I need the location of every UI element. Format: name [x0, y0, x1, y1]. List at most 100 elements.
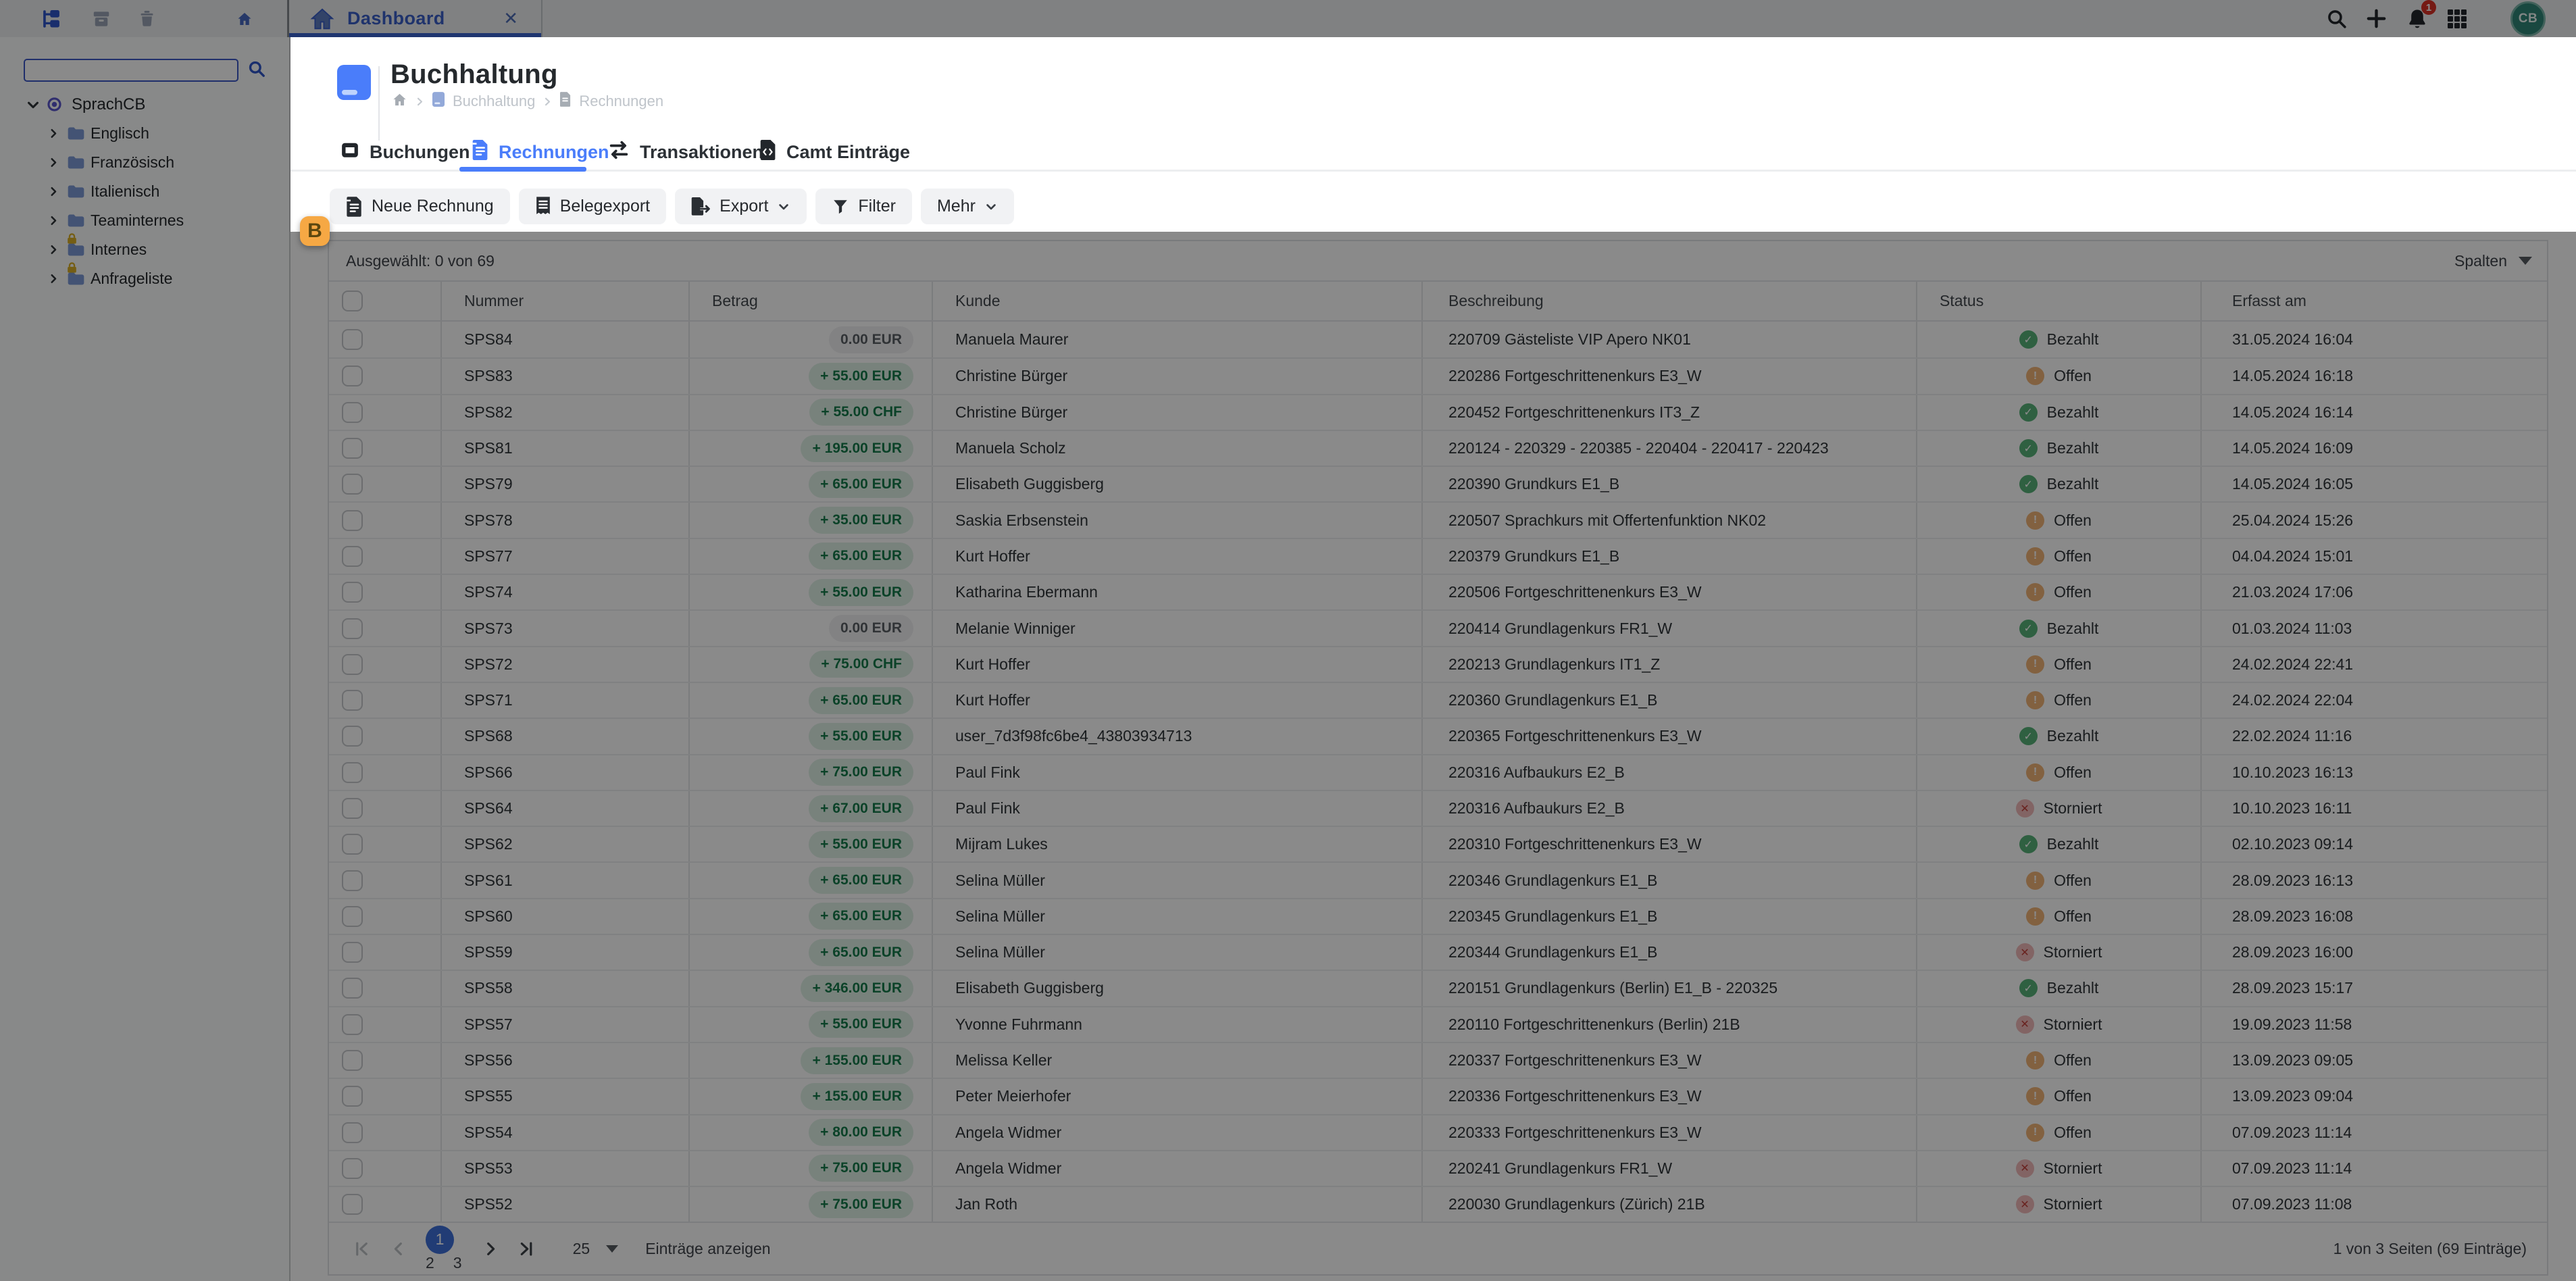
row-checkbox[interactable]: [342, 834, 363, 855]
page-button[interactable]: 3: [453, 1253, 462, 1272]
row-checkbox[interactable]: [342, 1194, 363, 1215]
annotation-pin-b[interactable]: B: [300, 216, 330, 246]
row-checkbox[interactable]: [342, 942, 363, 963]
table-row[interactable]: SPS54 + 80.00 EUR Angela Widmer 220333 F…: [329, 1113, 2547, 1150]
browser-tab-dashboard[interactable]: Dashboard ✕: [289, 0, 542, 37]
table-row[interactable]: SPS66 + 75.00 EUR Paul Fink 220316 Aufba…: [329, 753, 2547, 790]
chevron-icon[interactable]: [47, 156, 59, 169]
row-checkbox[interactable]: [342, 1157, 363, 1179]
prev-page-button[interactable]: [390, 1240, 408, 1258]
breadcrumb-item[interactable]: Buchhaltung: [453, 93, 536, 109]
new-invoice-button[interactable]: Neue Rechnung: [330, 189, 510, 224]
export-button[interactable]: Export: [675, 189, 807, 224]
column-header[interactable]: Kunde: [932, 282, 1421, 320]
sidebar-item-italienisch[interactable]: Italienisch: [0, 177, 289, 206]
table-row[interactable]: SPS59 + 65.00 EUR Selina Müller 220344 G…: [329, 934, 2547, 970]
apps-grid-icon[interactable]: [2442, 0, 2472, 37]
search-icon[interactable]: [2321, 0, 2351, 37]
trash-icon[interactable]: [132, 0, 161, 37]
archive-icon[interactable]: [86, 0, 116, 37]
next-page-button[interactable]: [481, 1240, 499, 1258]
row-checkbox[interactable]: [342, 905, 363, 927]
row-checkbox[interactable]: [342, 653, 363, 675]
tab-camt-einträge[interactable]: Camt Einträge: [759, 137, 910, 167]
column-header[interactable]: Betrag: [688, 282, 932, 320]
more-button[interactable]: Mehr: [920, 189, 1014, 224]
row-checkbox[interactable]: [342, 978, 363, 999]
table-row[interactable]: SPS53 + 75.00 EUR Angela Widmer 220241 G…: [329, 1149, 2547, 1186]
add-icon[interactable]: [2361, 0, 2391, 37]
table-row[interactable]: SPS64 + 67.00 EUR Paul Fink 220316 Aufba…: [329, 789, 2547, 826]
table-row[interactable]: SPS57 + 55.00 EUR Yvonne Fuhrmann 220110…: [329, 1005, 2547, 1042]
row-checkbox[interactable]: [342, 798, 363, 819]
first-page-button[interactable]: [353, 1240, 371, 1258]
sidebar-item-internes[interactable]: Internes: [0, 233, 289, 264]
page-button[interactable]: 2: [426, 1253, 434, 1272]
select-all-checkbox[interactable]: [342, 291, 363, 311]
column-header[interactable]: Status: [1916, 282, 2200, 320]
sidebar-item-sprachcb[interactable]: SprachCB: [0, 90, 289, 119]
table-row[interactable]: SPS72 + 75.00 CHF Kurt Hoffer 220213 Gru…: [329, 645, 2547, 682]
table-row[interactable]: SPS73 0.00 EUR Melanie Winniger 220414 G…: [329, 609, 2547, 646]
row-checkbox[interactable]: [342, 690, 363, 711]
table-row[interactable]: SPS62 + 55.00 EUR Mijram Lukes 220310 Fo…: [329, 826, 2547, 862]
sidebar-item-anfrageliste[interactable]: Anfrageliste: [0, 262, 289, 293]
tab-transaktionen[interactable]: Transaktionen: [607, 137, 763, 167]
row-checkbox[interactable]: [342, 509, 363, 531]
row-checkbox[interactable]: [342, 726, 363, 747]
columns-button[interactable]: Spalten: [2454, 252, 2532, 270]
tab-buchungen[interactable]: Buchungen: [340, 137, 470, 167]
row-checkbox[interactable]: [342, 1013, 363, 1035]
page-size-select[interactable]: 25: [573, 1240, 619, 1258]
chevron-icon[interactable]: [47, 214, 59, 227]
column-header[interactable]: Nummer: [440, 282, 688, 320]
row-checkbox[interactable]: [342, 582, 363, 603]
sidebar-item-teaminternes[interactable]: Teaminternes: [0, 206, 289, 235]
table-row[interactable]: SPS68 + 55.00 EUR user_7d3f98fc6be4_4380…: [329, 718, 2547, 754]
tab-rechnungen[interactable]: Rechnungen: [472, 137, 609, 167]
table-row[interactable]: SPS84 0.00 EUR Manuela Maurer 220709 Gäs…: [329, 322, 2547, 358]
table-row[interactable]: SPS56 + 155.00 EUR Melissa Keller 220337…: [329, 1041, 2547, 1078]
table-row[interactable]: SPS74 + 55.00 EUR Katharina Ebermann 220…: [329, 574, 2547, 610]
chevron-icon[interactable]: [47, 243, 59, 256]
row-checkbox[interactable]: [342, 329, 363, 351]
row-checkbox[interactable]: [342, 474, 363, 495]
table-row[interactable]: SPS61 + 65.00 EUR Selina Müller 220346 G…: [329, 861, 2547, 898]
table-row[interactable]: SPS82 + 55.00 CHF Christine Bürger 22045…: [329, 393, 2547, 430]
table-row[interactable]: SPS81 + 195.00 EUR Manuela Scholz 220124…: [329, 429, 2547, 466]
chevron-icon[interactable]: [47, 127, 59, 140]
table-row[interactable]: SPS58 + 346.00 EUR Elisabeth Guggisberg …: [329, 970, 2547, 1006]
table-row[interactable]: SPS60 + 65.00 EUR Selina Müller 220345 G…: [329, 897, 2547, 934]
row-checkbox[interactable]: [342, 1086, 363, 1107]
breadcrumb-home-icon[interactable]: [392, 92, 407, 111]
row-checkbox[interactable]: [342, 1122, 363, 1143]
receipt-export-button[interactable]: Belegexport: [518, 189, 667, 224]
row-checkbox[interactable]: [342, 366, 363, 387]
chevron-icon[interactable]: [47, 185, 59, 198]
table-row[interactable]: SPS71 + 65.00 EUR Kurt Hoffer 220360 Gru…: [329, 681, 2547, 718]
table-row[interactable]: SPS78 + 35.00 EUR Saskia Erbsenstein 220…: [329, 501, 2547, 538]
row-checkbox[interactable]: [342, 761, 363, 783]
sidebar-search-icon[interactable]: [247, 59, 266, 81]
chevron-icon[interactable]: [26, 97, 41, 112]
row-checkbox[interactable]: [342, 438, 363, 459]
table-row[interactable]: SPS79 + 65.00 EUR Elisabeth Guggisberg 2…: [329, 466, 2547, 502]
row-checkbox[interactable]: [342, 870, 363, 891]
table-row[interactable]: SPS55 + 155.00 EUR Peter Meierhofer 2203…: [329, 1078, 2547, 1114]
column-header[interactable]: Beschreibung: [1421, 282, 1916, 320]
sidebar-search-input[interactable]: [24, 59, 238, 82]
sidebar-item-englisch[interactable]: Englisch: [0, 119, 289, 148]
chevron-icon[interactable]: [47, 272, 59, 285]
panel-toggle-icon[interactable]: [36, 0, 66, 37]
sidebar-item-französisch[interactable]: Französisch: [0, 148, 289, 177]
column-header[interactable]: Erfasst am: [2200, 282, 2547, 320]
tab-close-icon[interactable]: ✕: [503, 8, 518, 28]
page-button-active[interactable]: 1: [426, 1225, 454, 1254]
last-page-button[interactable]: [517, 1240, 535, 1258]
table-row[interactable]: SPS83 + 55.00 EUR Christine Bürger 22028…: [329, 357, 2547, 394]
row-checkbox[interactable]: [342, 1050, 363, 1072]
home-icon[interactable]: [230, 0, 259, 37]
table-row[interactable]: SPS77 + 65.00 EUR Kurt Hoffer 220379 Gru…: [329, 537, 2547, 574]
row-checkbox[interactable]: [342, 618, 363, 639]
avatar[interactable]: CB: [2510, 1, 2546, 36]
